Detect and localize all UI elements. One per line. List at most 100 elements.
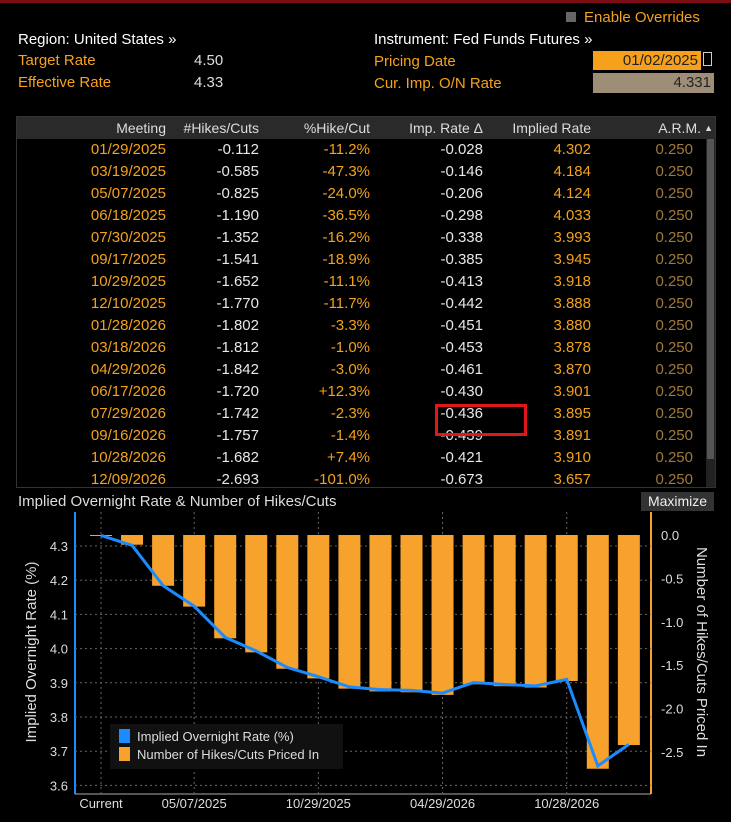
- y2-tick-label: 0.0: [661, 528, 679, 543]
- bar: [307, 535, 330, 679]
- col-meeting[interactable]: Meeting: [116, 120, 166, 136]
- bar: [183, 535, 206, 607]
- cell-pct-hike-cut: -3.3%: [330, 317, 370, 334]
- enable-overrides-checkbox[interactable]: [566, 12, 576, 22]
- cell-imp-rate-delta: -0.421: [440, 449, 483, 466]
- cell-meeting: 10/28/2026: [90, 449, 166, 466]
- table-scrollbar[interactable]: [706, 139, 715, 487]
- x-tick-label: 10/29/2025: [286, 796, 351, 811]
- cell-arm: 0.250: [655, 339, 693, 356]
- legend-label: Implied Overnight Rate (%): [137, 729, 294, 744]
- cell-arm: 0.250: [655, 317, 693, 334]
- cell-meeting: 03/18/2026: [90, 339, 166, 356]
- maximize-button[interactable]: Maximize: [641, 492, 714, 511]
- cell-imp-rate-delta: -0.206: [440, 185, 483, 202]
- cell-arm: 0.250: [655, 229, 693, 246]
- table-row[interactable]: 06/18/2025 -1.190 -36.5% -0.298 4.033 0.250: [17, 205, 707, 227]
- col-arm[interactable]: A.R.M.: [658, 120, 701, 136]
- cell-implied-rate: 3.945: [553, 251, 591, 268]
- target-rate-label: Target Rate: [18, 52, 96, 69]
- table-row[interactable]: 01/28/2026 -1.802 -3.3% -0.451 3.880 0.250: [17, 315, 707, 337]
- cell-arm: 0.250: [655, 251, 693, 268]
- table-row[interactable]: 06/17/2026 -1.720 +12.3% -0.430 3.901 0.250: [17, 381, 707, 403]
- table-row[interactable]: 09/17/2025 -1.541 -18.9% -0.385 3.945 0.250: [17, 249, 707, 271]
- enable-overrides-label[interactable]: Enable Overrides: [584, 9, 700, 26]
- table-row[interactable]: 12/09/2026 -2.693 -101.0% -0.673 3.657 0.250: [17, 469, 707, 491]
- table-row[interactable]: 10/28/2026 -1.682 +7.4% -0.421 3.910 0.250: [17, 447, 707, 469]
- cell-pct-hike-cut: -11.1%: [323, 273, 370, 290]
- calendar-icon[interactable]: [703, 52, 712, 66]
- cell-hikes-cuts: -1.682: [216, 449, 259, 466]
- table-row[interactable]: 12/10/2025 -1.770 -11.7% -0.442 3.888 0.250: [17, 293, 707, 315]
- cell-meeting: 12/10/2025: [90, 295, 166, 312]
- legend: [110, 724, 343, 769]
- table-row[interactable]: 04/29/2026 -1.842 -3.0% -0.461 3.870 0.250: [17, 359, 707, 381]
- table-row[interactable]: 01/29/2025 -0.112 -11.2% -0.028 4.302 0.250: [17, 139, 707, 161]
- cell-implied-rate: 3.870: [553, 361, 591, 378]
- effective-rate-label: Effective Rate: [18, 74, 112, 91]
- cell-implied-rate: 3.910: [553, 449, 591, 466]
- cell-implied-rate: 3.993: [553, 229, 591, 246]
- x-tick-label: 10/28/2026: [534, 796, 599, 811]
- cell-implied-rate: 3.918: [553, 273, 591, 290]
- bar: [431, 535, 454, 695]
- col-pct-hike-cut[interactable]: %Hike/Cut: [303, 120, 370, 136]
- cell-hikes-cuts: -1.802: [216, 317, 259, 334]
- cell-hikes-cuts: -1.757: [216, 427, 259, 444]
- cell-pct-hike-cut: -16.2%: [322, 229, 370, 246]
- cell-pct-hike-cut: +7.4%: [327, 449, 370, 466]
- table-row[interactable]: 05/07/2025 -0.825 -24.0% -0.206 4.124 0.250: [17, 183, 707, 205]
- cell-pct-hike-cut: -47.3%: [322, 163, 370, 180]
- table-row[interactable]: 07/30/2025 -1.352 -16.2% -0.338 3.993 0.250: [17, 227, 707, 249]
- cell-meeting: 10/29/2025: [90, 273, 166, 290]
- col-implied-rate[interactable]: Implied Rate: [512, 120, 591, 136]
- cell-implied-rate: 3.901: [553, 383, 591, 400]
- cell-arm: 0.250: [655, 207, 693, 224]
- table-row[interactable]: 10/29/2025 -1.652 -11.1% -0.413 3.918 0.250: [17, 271, 707, 293]
- y-tick-label: 4.3: [50, 539, 68, 554]
- y-axis-label: Implied Overnight Rate (%): [23, 562, 40, 743]
- table-row[interactable]: 03/18/2026 -1.812 -1.0% -0.453 3.878 0.250: [17, 337, 707, 359]
- cell-meeting: 12/09/2026: [90, 471, 166, 488]
- cell-implied-rate: 3.888: [553, 295, 591, 312]
- y-tick-label: 4.1: [50, 607, 68, 622]
- cell-arm: 0.250: [655, 185, 693, 202]
- pricing-date-input[interactable]: 01/02/2025: [593, 51, 701, 70]
- cell-meeting: 04/29/2026: [90, 361, 166, 378]
- cell-implied-rate: 3.891: [553, 427, 591, 444]
- table-row[interactable]: 07/29/2026 -1.742 -2.3% -0.436 3.895 0.250: [17, 403, 707, 425]
- col-imp-rate-delta[interactable]: Imp. Rate Δ: [409, 120, 483, 136]
- cell-hikes-cuts: -1.812: [216, 339, 259, 356]
- bar: [152, 535, 175, 586]
- cell-meeting: 07/29/2026: [90, 405, 166, 422]
- region-selector[interactable]: Region: United States »: [18, 31, 177, 48]
- cell-arm: 0.250: [655, 163, 693, 180]
- cell-meeting: 06/18/2025: [90, 207, 166, 224]
- cell-pct-hike-cut: -2.3%: [330, 405, 370, 422]
- cell-imp-rate-delta: -0.298: [440, 207, 483, 224]
- cell-arm: 0.250: [655, 273, 693, 290]
- cell-arm: 0.250: [655, 449, 693, 466]
- scroll-up-icon[interactable]: ▲: [704, 123, 713, 133]
- highlight-box: [435, 404, 527, 436]
- cell-pct-hike-cut: -24.0%: [322, 185, 370, 202]
- cell-arm: 0.250: [655, 295, 693, 312]
- chart-title: Implied Overnight Rate & Number of Hikes…: [18, 493, 337, 510]
- col-hikes-cuts[interactable]: #Hikes/Cuts: [183, 120, 259, 136]
- y-tick-label: 3.9: [50, 676, 68, 691]
- bar: [586, 535, 609, 769]
- legend-swatch-line: [119, 729, 130, 743]
- cell-pct-hike-cut: -3.0%: [330, 361, 370, 378]
- instrument-selector[interactable]: Instrument: Fed Funds Futures »: [374, 31, 593, 48]
- cell-meeting: 03/19/2025: [90, 163, 166, 180]
- cell-imp-rate-delta: -0.453: [440, 339, 483, 356]
- scrollbar-thumb[interactable]: [707, 139, 714, 459]
- cell-implied-rate: 3.878: [553, 339, 591, 356]
- table-row[interactable]: 03/19/2025 -0.585 -47.3% -0.146 4.184 0.250: [17, 161, 707, 183]
- cell-imp-rate-delta: -0.146: [440, 163, 483, 180]
- table-header: Meeting #Hikes/Cuts %Hike/Cut Imp. Rate …: [17, 117, 715, 139]
- cell-meeting: 01/29/2025: [90, 141, 166, 158]
- cell-hikes-cuts: -0.585: [216, 163, 259, 180]
- table-row[interactable]: 09/16/2026 -1.757 -1.4% -0.439 3.891 0.250: [17, 425, 707, 447]
